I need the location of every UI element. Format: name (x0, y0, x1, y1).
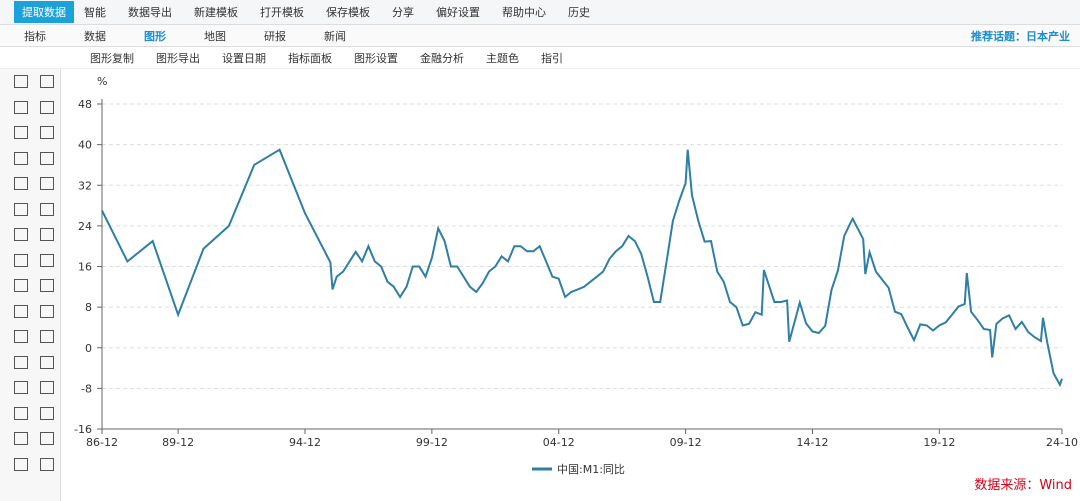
side-icon[interactable] (14, 126, 28, 139)
x-tick-label: 89-12 (162, 436, 194, 449)
side-icon[interactable] (14, 100, 28, 114)
side-icon[interactable] (14, 406, 28, 420)
x-tick-label: 04-12 (543, 436, 575, 449)
side-icon[interactable] (14, 457, 28, 471)
side-icon[interactable] (40, 381, 54, 394)
tool[interactable]: 图形导出 (156, 51, 200, 65)
x-tick-label: 24-10 (1046, 436, 1078, 449)
side-icon[interactable] (14, 355, 28, 369)
side-icon[interactable] (40, 151, 54, 165)
tab[interactable]: 新闻 (324, 29, 346, 43)
chart: % 数据来源：Wind -16 -8 0 8 16 24 32 40 48 86-12 89-12 9… (74, 75, 1078, 493)
side-icon[interactable] (40, 457, 54, 471)
side-icon[interactable] (40, 100, 54, 114)
tab[interactable]: 指标 (24, 29, 46, 43)
side-icon[interactable] (40, 228, 54, 241)
y-tick-label: 8 (85, 301, 92, 314)
y-tick-label: -16 (74, 423, 92, 436)
toolbar: 提取数据 智能 数据导出 新建模板 打开模板 保存模板 分享 偏好设置 帮助中心 历史 (0, 0, 1080, 25)
x-tick-label: 99-12 (416, 436, 448, 449)
tool[interactable]: 指引 (541, 51, 563, 65)
tool[interactable]: 设置日期 (222, 51, 266, 65)
side-icon[interactable] (14, 75, 28, 88)
tool[interactable]: 指标面板 (288, 51, 332, 65)
tab[interactable]: 研报 (264, 29, 286, 43)
toolbar-item[interactable]: 分享 (392, 6, 414, 19)
side-icon[interactable] (14, 228, 28, 241)
tool[interactable]: 主题色 (486, 51, 519, 65)
legend-label: 中国:M1:同比 (557, 463, 625, 476)
y-tick-label: 48 (78, 98, 92, 111)
side-icon[interactable] (40, 355, 54, 369)
x-tick-label: 86-12 (86, 436, 118, 449)
toolbar-item[interactable]: 偏好设置 (436, 6, 480, 19)
side-icon[interactable] (14, 177, 28, 190)
tab[interactable]: 图形 (144, 29, 166, 43)
side-icon[interactable] (40, 253, 54, 267)
side-icon[interactable] (40, 330, 54, 343)
toolbar-item[interactable]: 打开模板 (260, 6, 304, 19)
x-tick-label: 19-12 (923, 436, 955, 449)
y-tick-label: 16 (78, 261, 92, 274)
tool[interactable]: 图形设置 (354, 51, 398, 65)
y-tick-label: 40 (78, 139, 92, 152)
side-icon[interactable] (40, 304, 54, 318)
side-icon[interactable] (14, 381, 28, 394)
side-icon[interactable] (14, 304, 28, 318)
toolbar-item[interactable]: 历史 (568, 6, 590, 19)
side-icon[interactable] (14, 151, 28, 165)
toolbar-item[interactable]: 智能 (84, 6, 106, 19)
side-icon[interactable] (40, 75, 54, 88)
y-tick-label: -8 (81, 382, 92, 395)
line (101, 148, 1063, 388)
y-unit: % (97, 75, 107, 88)
y-tick-label: 24 (78, 220, 92, 233)
tab[interactable]: 地图 (204, 29, 226, 43)
side-icon[interactable] (14, 279, 28, 292)
tab-bar: 推荐话题：日本产业 指标 数据 图形 地图 研报 新闻 (0, 25, 1080, 47)
side-icon[interactable] (14, 330, 28, 343)
toolbar-item[interactable]: 帮助中心 (502, 6, 546, 19)
y-tick-label: 0 (85, 342, 92, 355)
sidebar (0, 69, 61, 501)
side-icon[interactable] (40, 202, 54, 216)
side-icon[interactable] (40, 432, 54, 445)
toolbar-item[interactable]: 保存模板 (326, 6, 370, 19)
source: 数据来源：Wind (974, 478, 1072, 493)
x-tick-label: 14-12 (797, 436, 829, 449)
tab[interactable]: 数据 (84, 29, 106, 43)
topic[interactable]: 推荐话题：日本产业 (971, 29, 1070, 43)
side-icon[interactable] (40, 126, 54, 139)
x-tick-label: 09-12 (670, 436, 702, 449)
side-icon[interactable] (14, 253, 28, 267)
tool[interactable]: 金融分析 (420, 51, 464, 65)
side-icon[interactable] (40, 406, 54, 420)
side-icon[interactable] (40, 177, 54, 190)
side-icon[interactable] (14, 432, 28, 445)
side-icon[interactable] (14, 202, 28, 216)
y-tick-label: 32 (78, 179, 92, 192)
chart-tools: 图形复制 图形导出 设置日期 指标面板 图形设置 金融分析 主题色 指引 (0, 47, 1080, 69)
x-tick-label: 94-12 (289, 436, 321, 449)
tool[interactable]: 图形复制 (90, 51, 134, 65)
side-icon[interactable] (40, 279, 54, 292)
toolbar-item[interactable]: 新建模板 (194, 6, 238, 19)
toolbar-item[interactable]: 数据导出 (128, 6, 172, 19)
fetch-button[interactable]: 提取数据 (14, 1, 74, 23)
